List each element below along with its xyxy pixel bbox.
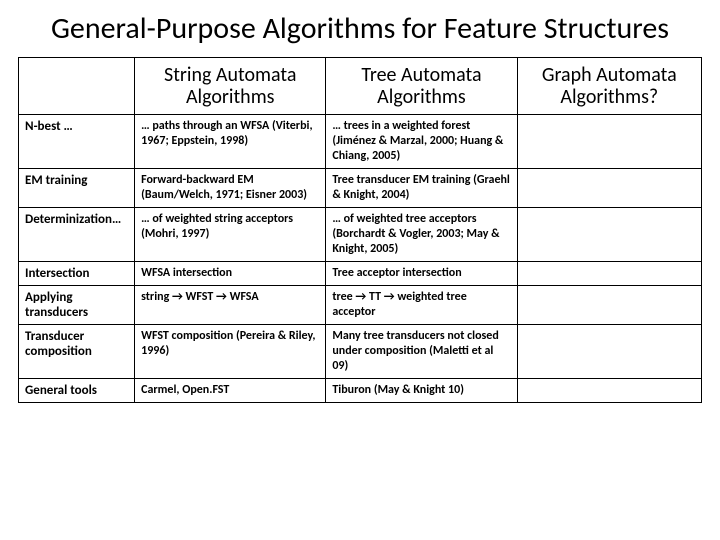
cell-graph: [517, 378, 701, 402]
table-row: N-best … … paths through an WFSA (Viterb…: [19, 114, 702, 168]
table-row: General tools Carmel, Open.FST Tiburon (…: [19, 378, 702, 402]
cell-string: Forward-backward EM (Baum/Welch, 1971; E…: [135, 168, 326, 207]
table-row: EM training Forward-backward EM (Baum/We…: [19, 168, 702, 207]
col-header-string: String Automata Algorithms: [135, 57, 326, 114]
slide-title: General-Purpose Algorithms for Feature S…: [18, 12, 702, 47]
row-label: General tools: [19, 378, 135, 402]
slide: General-Purpose Algorithms for Feature S…: [0, 0, 720, 540]
cell-string: string → WFST → WFSA: [135, 285, 326, 324]
algorithms-table: String Automata Algorithms Tree Automata…: [18, 57, 702, 403]
cell-graph: [517, 207, 701, 261]
cell-string: … of weighted string acceptors (Mohri, 1…: [135, 207, 326, 261]
table-row: Determinization… … of weighted string ac…: [19, 207, 702, 261]
cell-tree: … of weighted tree acceptors (Borchardt …: [326, 207, 517, 261]
col-header-graph: Graph Automata Algorithms?: [517, 57, 701, 114]
cell-graph: [517, 261, 701, 285]
cell-string: … paths through an WFSA (Viterbi, 1967; …: [135, 114, 326, 168]
row-label: Applying transducers: [19, 285, 135, 324]
cell-graph: [517, 324, 701, 378]
cell-tree: Many tree transducers not closed under c…: [326, 324, 517, 378]
table-header-row: String Automata Algorithms Tree Automata…: [19, 57, 702, 114]
row-label: N-best …: [19, 114, 135, 168]
table-row: Intersection WFSA intersection Tree acce…: [19, 261, 702, 285]
cell-tree: tree → TT → weighted tree acceptor: [326, 285, 517, 324]
row-label: Transducer composition: [19, 324, 135, 378]
cell-string: Carmel, Open.FST: [135, 378, 326, 402]
col-header-blank: [19, 57, 135, 114]
row-label: Determinization…: [19, 207, 135, 261]
row-label: EM training: [19, 168, 135, 207]
cell-string: WFST composition (Pereira & Riley, 1996): [135, 324, 326, 378]
cell-tree: … trees in a weighted forest (Jiménez & …: [326, 114, 517, 168]
cell-tree: Tree acceptor intersection: [326, 261, 517, 285]
cell-tree: Tree transducer EM training (Graehl & Kn…: [326, 168, 517, 207]
table-row: Applying transducers string → WFST → WFS…: [19, 285, 702, 324]
row-label: Intersection: [19, 261, 135, 285]
cell-string: WFSA intersection: [135, 261, 326, 285]
table-row: Transducer composition WFST composition …: [19, 324, 702, 378]
col-header-tree: Tree Automata Algorithms: [326, 57, 517, 114]
cell-graph: [517, 168, 701, 207]
cell-graph: [517, 114, 701, 168]
cell-tree: Tiburon (May & Knight 10): [326, 378, 517, 402]
cell-graph: [517, 285, 701, 324]
